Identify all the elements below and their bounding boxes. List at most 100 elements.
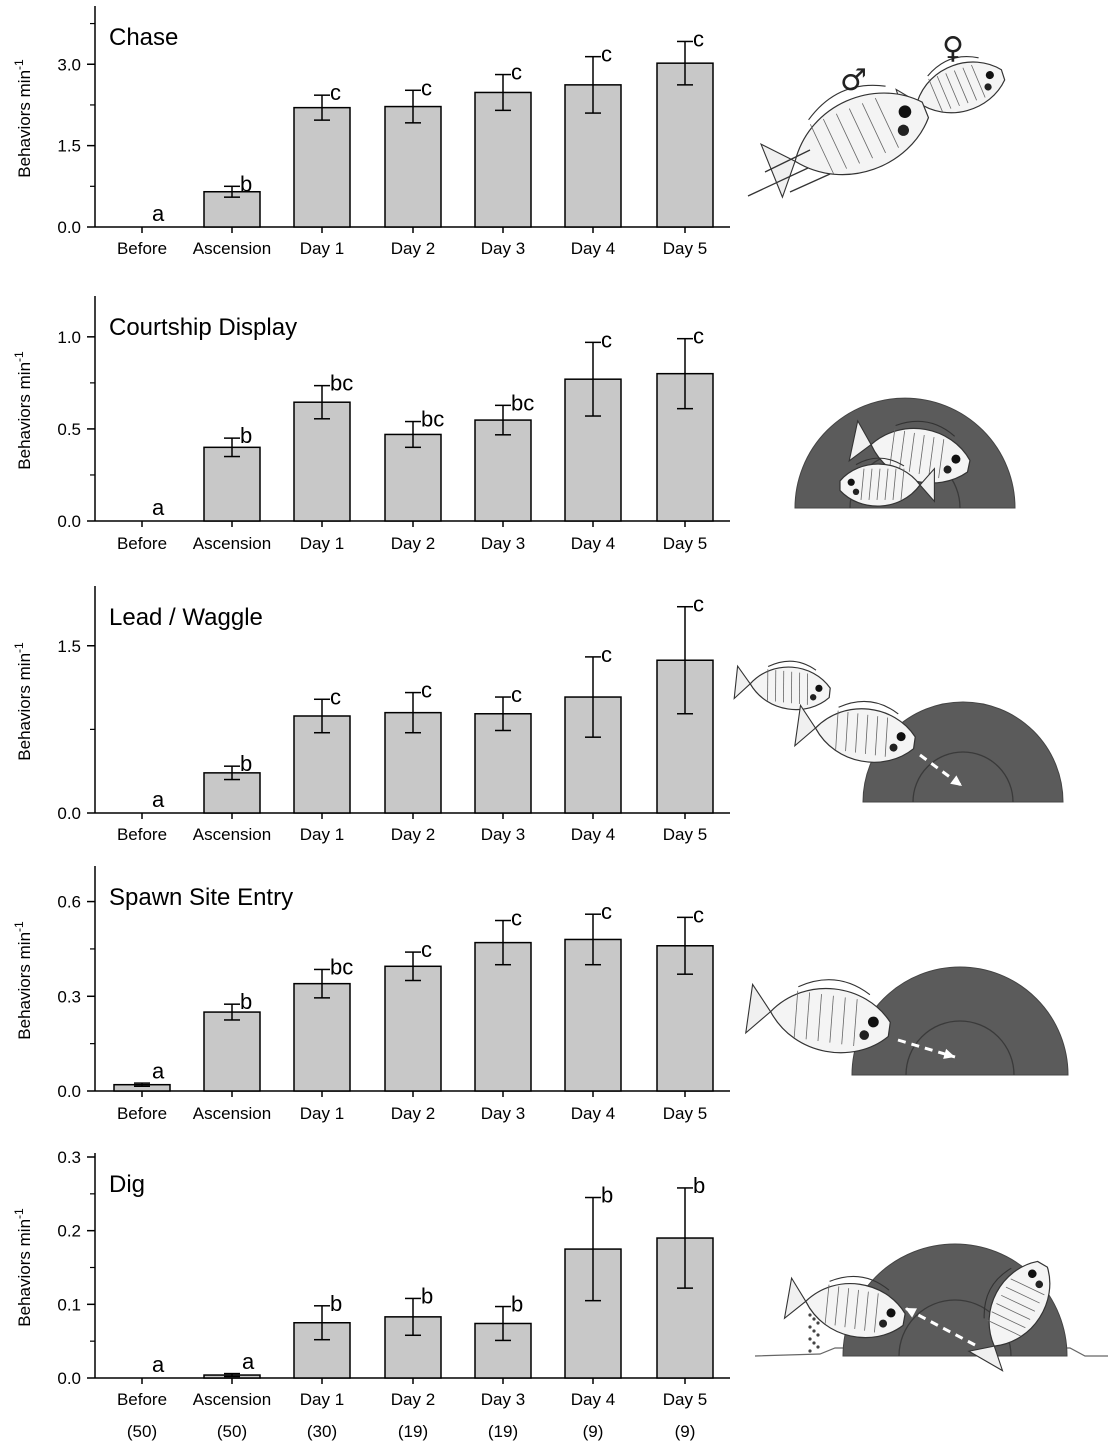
- y-axis-label: Behaviors min-1: [12, 642, 34, 761]
- panel-title: Chase: [109, 24, 178, 51]
- x-tick-label: Day 4: [571, 1390, 615, 1409]
- bar-day-2: [384, 965, 442, 1092]
- significance-label: c: [511, 60, 522, 85]
- x-tick-label: Day 5: [663, 1390, 707, 1409]
- significance-label: c: [421, 937, 432, 962]
- significance-label: a: [152, 1352, 165, 1377]
- x-tick-label: Day 2: [391, 1104, 435, 1123]
- sand-particle: [812, 1317, 816, 1321]
- x-tick-label: Day 3: [481, 1104, 525, 1123]
- significance-label: c: [601, 42, 612, 67]
- y-tick-label: 0.5: [57, 420, 81, 439]
- arrow-head: [905, 1308, 917, 1318]
- y-tick-label: 1.0: [57, 328, 81, 347]
- x-tick-label: Day 2: [391, 534, 435, 553]
- significance-label: c: [511, 906, 522, 931]
- x-tick-label: Ascension: [193, 239, 271, 258]
- sand-particle: [808, 1337, 812, 1341]
- y-tick-label: 1.5: [57, 137, 81, 156]
- female-fish: [733, 660, 831, 711]
- x-tick-label: Day 1: [300, 534, 344, 553]
- x-tick-label: Day 3: [481, 1390, 525, 1409]
- y-axis-label: Behaviors min-1: [12, 59, 34, 178]
- sample-size-label: (50): [127, 1422, 157, 1441]
- male-fish: [794, 700, 916, 763]
- sand-particle: [812, 1341, 816, 1345]
- significance-label: b: [421, 1283, 433, 1308]
- y-tick-label: 0.6: [57, 893, 81, 912]
- bar-ascension: [203, 446, 261, 522]
- significance-label: bc: [330, 954, 353, 979]
- y-tick-label: 1.5: [57, 637, 81, 656]
- significance-label: c: [330, 684, 341, 709]
- bar-day-1: [293, 982, 351, 1092]
- male-fish: [745, 979, 891, 1054]
- bar-day-1: [293, 106, 351, 228]
- x-tick-label: Day 2: [391, 239, 435, 258]
- x-tick-label: Ascension: [193, 825, 271, 844]
- y-axis-label: Behaviors min-1: [12, 351, 34, 470]
- sample-size-label: (19): [398, 1422, 428, 1441]
- significance-label: a: [152, 1059, 165, 1084]
- male-symbol: ♂: [840, 63, 867, 98]
- x-tick-label: Before: [117, 825, 167, 844]
- arrow-head: [943, 1048, 955, 1059]
- sample-size-label: (9): [583, 1422, 604, 1441]
- y-axis-label: Behaviors min-1: [12, 921, 34, 1040]
- bar-day-1: [293, 401, 351, 522]
- y-tick-label: 0.2: [57, 1222, 81, 1241]
- chart-panel-spawn-site-entry: Spawn Site Entry 0.0 0.3 0.6 Behaviors min-1…: [12, 866, 730, 1123]
- sample-size-label: (50): [217, 1422, 247, 1441]
- panel-title: Lead / Waggle: [109, 604, 263, 631]
- x-tick-label: Day 4: [571, 825, 615, 844]
- sample-size-label: (9): [675, 1422, 696, 1441]
- x-tick-label: Day 5: [663, 534, 707, 553]
- motion-line: [747, 167, 809, 197]
- x-tick-label: Ascension: [193, 1390, 271, 1409]
- significance-label: b: [693, 1173, 705, 1198]
- significance-label: b: [601, 1183, 613, 1208]
- y-tick-label: 0.1: [57, 1295, 81, 1314]
- motion-line: [764, 149, 811, 173]
- sand-particle: [812, 1329, 816, 1333]
- sand-particle: [808, 1313, 812, 1317]
- x-tick-label: Day 2: [391, 825, 435, 844]
- significance-label: b: [240, 751, 252, 776]
- significance-label: b: [240, 989, 252, 1014]
- spawning-site: [862, 701, 1064, 803]
- y-tick-label: 0.0: [57, 1082, 81, 1101]
- sand-particle: [808, 1325, 812, 1329]
- x-tick-label: Day 3: [481, 825, 525, 844]
- x-tick-label: Day 3: [481, 239, 525, 258]
- significance-label: bc: [511, 390, 534, 415]
- arrow-head: [950, 775, 962, 786]
- significance-label: a: [242, 1349, 255, 1374]
- significance-label: a: [152, 495, 165, 520]
- significance-label: c: [330, 80, 341, 105]
- significance-label: a: [152, 201, 165, 226]
- y-axis-label: Behaviors min-1: [12, 1208, 34, 1327]
- significance-label: c: [601, 327, 612, 352]
- x-tick-label: Day 1: [300, 1104, 344, 1123]
- significance-label: c: [421, 75, 432, 100]
- male-fish: [967, 1260, 1051, 1372]
- y-tick-label: 3.0: [57, 55, 81, 74]
- lead-waggle-illustration: [733, 660, 1064, 803]
- x-tick-label: Before: [117, 1104, 167, 1123]
- x-tick-label: Before: [117, 239, 167, 258]
- x-tick-label: Ascension: [193, 534, 271, 553]
- x-tick-label: Day 4: [571, 1104, 615, 1123]
- x-tick-label: Day 3: [481, 534, 525, 553]
- x-tick-label: Day 4: [571, 239, 615, 258]
- significance-label: c: [693, 592, 704, 617]
- panel-title: Dig: [109, 1171, 145, 1198]
- sand-particle: [808, 1349, 812, 1353]
- sand-particle: [816, 1321, 820, 1325]
- spawn-entry-illustration: [745, 966, 1069, 1076]
- x-tick-label: Before: [117, 534, 167, 553]
- x-tick-label: Day 5: [663, 1104, 707, 1123]
- significance-label: bc: [330, 371, 353, 396]
- chart-panel-dig: Dig 0.0 0.1 0.2 0.3 Behaviors min-1 a Before a As…: [12, 1148, 730, 1409]
- significance-label: c: [693, 26, 704, 51]
